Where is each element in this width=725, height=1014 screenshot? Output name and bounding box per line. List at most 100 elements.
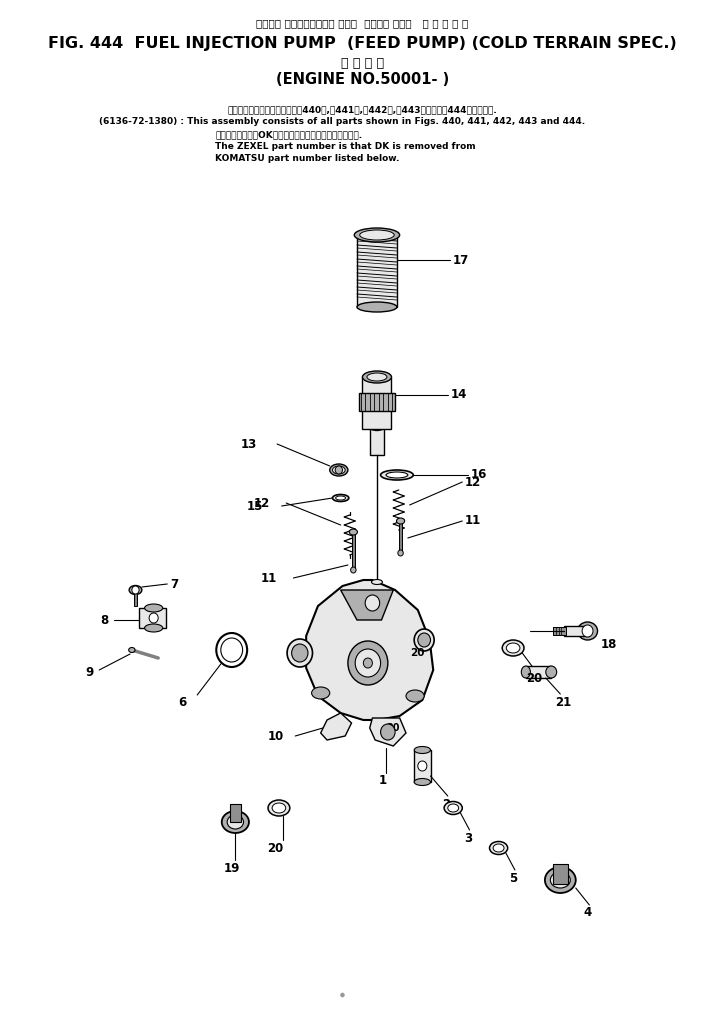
Bar xyxy=(414,750,431,782)
Text: 13: 13 xyxy=(241,437,257,450)
Ellipse shape xyxy=(418,633,431,647)
Bar xyxy=(230,804,241,822)
Text: 17: 17 xyxy=(452,254,468,267)
Ellipse shape xyxy=(330,464,348,476)
Polygon shape xyxy=(341,590,393,620)
Circle shape xyxy=(355,649,381,677)
Ellipse shape xyxy=(371,579,382,584)
Text: 品番のメーカ記号OKを除いたものがゼクセルの品番です.: 品番のメーカ記号OKを除いたものがゼクセルの品番です. xyxy=(215,130,362,139)
Ellipse shape xyxy=(362,371,392,383)
Text: 21: 21 xyxy=(555,696,571,709)
Ellipse shape xyxy=(448,804,459,812)
Bar xyxy=(526,666,551,678)
Ellipse shape xyxy=(291,644,308,662)
Ellipse shape xyxy=(349,529,357,535)
Ellipse shape xyxy=(550,872,571,888)
Circle shape xyxy=(341,993,344,997)
Bar xyxy=(133,590,137,606)
Text: 16: 16 xyxy=(471,468,486,482)
Text: (ENGINE NO.50001- ): (ENGINE NO.50001- ) xyxy=(276,72,449,87)
Text: 14: 14 xyxy=(450,388,467,402)
Text: 20: 20 xyxy=(410,648,425,658)
Ellipse shape xyxy=(336,496,346,500)
Text: 15: 15 xyxy=(247,500,263,512)
Ellipse shape xyxy=(546,666,557,678)
Text: 4: 4 xyxy=(584,907,592,920)
Ellipse shape xyxy=(333,495,349,502)
Text: 8: 8 xyxy=(100,613,108,627)
Circle shape xyxy=(582,625,593,637)
Text: 12: 12 xyxy=(254,497,270,509)
Bar xyxy=(553,627,566,635)
Ellipse shape xyxy=(489,842,508,855)
Circle shape xyxy=(348,641,388,685)
Circle shape xyxy=(149,613,158,623)
Text: 6: 6 xyxy=(178,696,186,709)
Circle shape xyxy=(351,567,356,573)
Bar xyxy=(362,377,392,429)
Ellipse shape xyxy=(227,815,244,829)
Ellipse shape xyxy=(381,724,395,740)
Text: FIG. 444  FUEL INJECTION PUMP  (FEED PUMP) (COLD TERRAIN SPEC.): FIG. 444 FUEL INJECTION PUMP (FEED PUMP)… xyxy=(48,37,677,51)
Ellipse shape xyxy=(272,803,286,813)
Polygon shape xyxy=(306,580,434,720)
Bar xyxy=(399,521,402,553)
Ellipse shape xyxy=(414,629,434,651)
Bar xyxy=(564,626,589,636)
Bar xyxy=(357,235,397,307)
Bar xyxy=(359,393,395,411)
Ellipse shape xyxy=(128,648,135,652)
Text: 7: 7 xyxy=(170,578,178,590)
Circle shape xyxy=(418,760,427,771)
Ellipse shape xyxy=(545,867,576,893)
Circle shape xyxy=(363,658,373,668)
Text: 20: 20 xyxy=(268,842,283,855)
Bar xyxy=(291,643,307,663)
Polygon shape xyxy=(370,718,406,746)
Ellipse shape xyxy=(386,472,408,478)
Ellipse shape xyxy=(370,424,384,431)
Circle shape xyxy=(132,586,139,594)
Bar xyxy=(352,532,355,570)
Text: 19: 19 xyxy=(223,862,240,874)
Ellipse shape xyxy=(397,518,405,524)
Ellipse shape xyxy=(360,230,394,240)
Text: 11: 11 xyxy=(465,514,481,527)
Ellipse shape xyxy=(381,470,413,480)
Circle shape xyxy=(365,595,380,611)
Text: 20: 20 xyxy=(386,723,400,733)
Text: 3: 3 xyxy=(464,831,472,845)
Text: 1: 1 xyxy=(378,774,386,787)
Ellipse shape xyxy=(333,466,345,474)
Bar xyxy=(370,427,384,455)
Polygon shape xyxy=(320,713,352,740)
Ellipse shape xyxy=(312,687,330,699)
Bar xyxy=(553,864,568,884)
Text: 20: 20 xyxy=(526,671,542,684)
Text: 11: 11 xyxy=(261,572,277,584)
Bar xyxy=(139,608,166,628)
Text: (6136-72-1380) : This assembly consists of all parts shown in Figs. 440, 441, 44: (6136-72-1380) : This assembly consists … xyxy=(99,117,585,126)
Circle shape xyxy=(335,466,342,474)
Text: 適 用 号 機: 適 用 号 機 xyxy=(341,57,384,70)
Ellipse shape xyxy=(287,639,312,667)
Ellipse shape xyxy=(357,302,397,312)
Text: The ZEXEL part number is that DK is removed from: The ZEXEL part number is that DK is remo… xyxy=(215,142,476,151)
Ellipse shape xyxy=(493,844,504,852)
Text: 18: 18 xyxy=(600,639,617,652)
Text: 9: 9 xyxy=(86,665,94,678)
Text: 10: 10 xyxy=(268,729,284,742)
Ellipse shape xyxy=(578,622,597,640)
Text: KOMATSU part number listed below.: KOMATSU part number listed below. xyxy=(215,154,399,163)
Text: 5: 5 xyxy=(510,871,518,884)
Circle shape xyxy=(398,550,403,556)
Ellipse shape xyxy=(222,811,249,832)
Ellipse shape xyxy=(144,624,162,632)
Text: フェエル インジェクション ポンプ  フィード ポンプ   寒 冷 地 仕 様: フェエル インジェクション ポンプ フィード ポンプ 寒 冷 地 仕 様 xyxy=(257,18,468,28)
Text: 12: 12 xyxy=(465,476,481,489)
Ellipse shape xyxy=(406,690,424,702)
Text: このアセンブリの構成部品は第440図,第441図,第442図,第443図および第444図を見ます.: このアセンブリの構成部品は第440図,第441図,第442図,第443図および第… xyxy=(228,105,497,114)
Ellipse shape xyxy=(144,604,162,612)
Ellipse shape xyxy=(367,373,387,381)
Ellipse shape xyxy=(268,800,290,816)
